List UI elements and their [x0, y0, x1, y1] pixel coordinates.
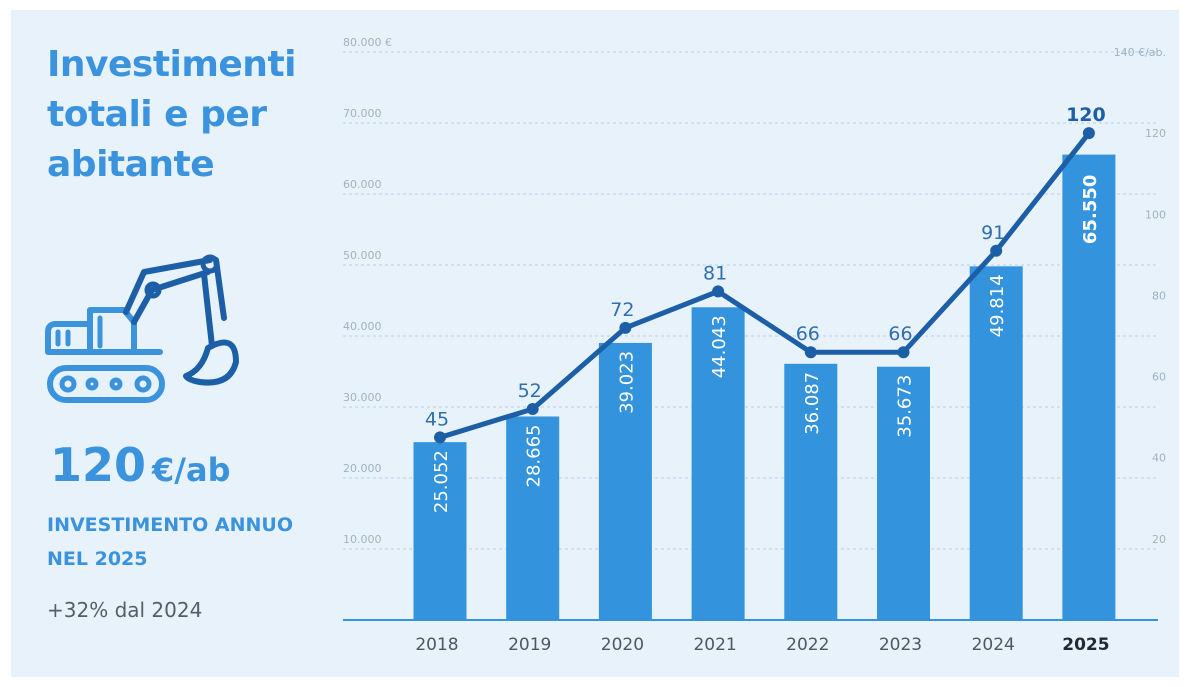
line-value-label: 52 — [518, 380, 542, 402]
y-right-tick-label: 40 — [1152, 452, 1166, 465]
x-tick-label: 2019 — [508, 635, 551, 655]
line-value-label: 72 — [610, 299, 634, 321]
line-point — [434, 431, 446, 444]
bar-value-label: 35.673 — [895, 375, 916, 438]
x-tick-label: 2025 — [1062, 635, 1109, 655]
bar-value-label: 44.043 — [709, 315, 730, 378]
line-value-label: 66 — [796, 323, 820, 345]
x-tick-label: 2021 — [693, 635, 736, 655]
kpi-value: 120 €/ab — [50, 438, 230, 492]
bar — [969, 266, 1023, 620]
x-tick-label: 2023 — [879, 635, 922, 655]
y-left-tick-label: 40.000 — [343, 320, 382, 333]
line-series — [439, 131, 1091, 440]
line-value-label: 66 — [888, 323, 912, 345]
y-left-tick-label: 70.000 — [343, 107, 382, 120]
kpi-unit: €/ab — [152, 451, 231, 489]
y-right-tick-label: 80 — [1152, 289, 1166, 302]
bar-value-label: 25.052 — [431, 450, 452, 513]
bar-value-label: 49.814 — [987, 274, 1008, 337]
y-left-tick-label: 60.000 — [343, 178, 382, 191]
x-tick-label: 2020 — [601, 635, 644, 655]
y-right-tick-label: 120 — [1145, 127, 1166, 140]
excavator-icon — [40, 250, 250, 410]
y-left-tick-label: 80.000 € — [343, 36, 392, 49]
y-right-tick-label: 60 — [1152, 371, 1166, 384]
kpi-caption: INVESTIMENTO ANNUO NEL 2025 — [47, 514, 293, 570]
y-left-tick-label: 20.000 — [343, 462, 382, 475]
bar-value-label: 39.023 — [616, 351, 637, 414]
bar-value-label: 28.665 — [524, 424, 545, 487]
line-point — [804, 346, 817, 359]
y-left-tick-label: 10.000 — [343, 533, 382, 546]
x-tick-label: 2022 — [786, 635, 829, 655]
y-left-tick-label: 30.000 — [343, 391, 382, 404]
x-tick-label: 2018 — [415, 635, 458, 655]
y-right-tick-label: 20 — [1152, 533, 1166, 546]
y-right-tick-label: 140 €/ab. — [1114, 46, 1166, 59]
kpi-delta: +32% dal 2024 — [47, 598, 203, 622]
bar — [691, 307, 745, 620]
line-value-label: 45 — [425, 408, 449, 430]
bar-value-label: 65.550 — [1080, 175, 1101, 244]
line-point — [526, 403, 539, 416]
bar — [877, 366, 930, 620]
bar-value-label: 36.087 — [802, 372, 823, 435]
bar — [784, 363, 838, 620]
bar — [506, 416, 560, 620]
line-value-label: 120 — [1066, 104, 1106, 126]
bar — [598, 342, 652, 620]
line-point — [1082, 127, 1095, 140]
line-value-label: 91 — [981, 222, 1005, 244]
bar — [1062, 154, 1116, 620]
y-left-tick-label: 50.000 — [343, 249, 382, 262]
line-point — [897, 346, 910, 359]
line-point — [619, 321, 632, 334]
bar — [413, 442, 467, 620]
x-tick-label: 2024 — [972, 635, 1015, 655]
line-point — [712, 285, 725, 298]
line-value-label: 81 — [703, 262, 727, 284]
kpi-number: 120 — [50, 438, 147, 492]
line-point — [990, 244, 1003, 257]
y-right-tick-label: 100 — [1145, 208, 1166, 221]
chart-title: Investimenti totali e per abitante — [47, 44, 297, 185]
